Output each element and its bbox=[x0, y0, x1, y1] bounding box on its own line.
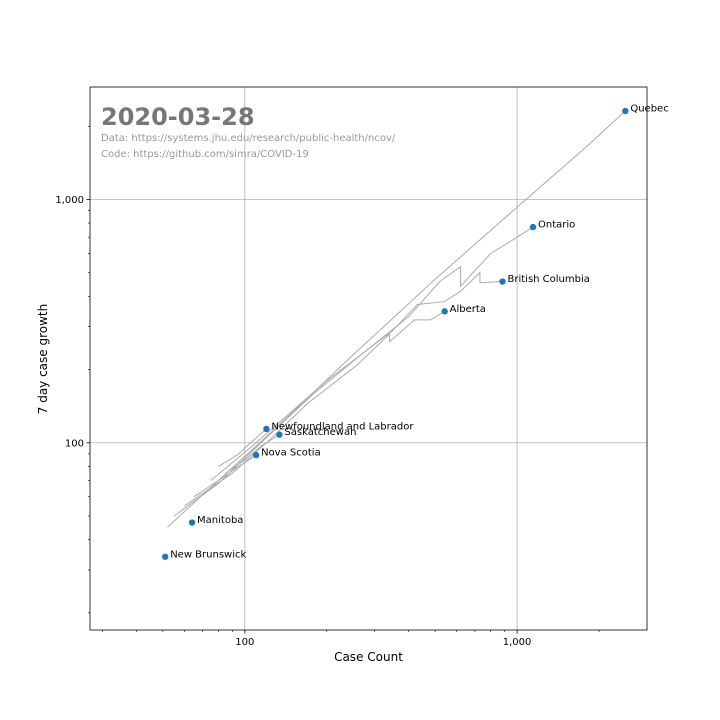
trail-line bbox=[173, 226, 534, 517]
data-source-note: Data: https://systems.jhu.edu/research/p… bbox=[101, 133, 396, 144]
trail-line bbox=[210, 271, 503, 481]
data-point bbox=[529, 223, 537, 231]
y-tick-label: 100 bbox=[65, 438, 84, 449]
grid bbox=[90, 87, 647, 630]
point-label: Saskatchewan bbox=[284, 427, 356, 438]
point-label: British Columbia bbox=[508, 274, 590, 285]
data-point bbox=[252, 451, 260, 459]
code-source-note: Code: https://github.com/simra/COVID-19 bbox=[101, 149, 309, 160]
plot-frame bbox=[89, 86, 648, 631]
trail-line bbox=[218, 428, 267, 467]
data-point bbox=[276, 431, 283, 438]
point-label: Ontario bbox=[538, 220, 575, 231]
x-tick-label: 1,000 bbox=[503, 637, 532, 648]
point-label: Manitoba bbox=[197, 515, 243, 526]
x-axis-label: Case Count bbox=[334, 650, 403, 664]
point-label: Quebec bbox=[630, 104, 668, 115]
trail-lines bbox=[167, 110, 626, 528]
y-axis-label: 7 day case growth bbox=[36, 304, 50, 415]
data-point bbox=[263, 425, 270, 433]
data-point bbox=[441, 308, 448, 315]
trail-line bbox=[225, 434, 280, 474]
point-label: Nova Scotia bbox=[261, 448, 321, 459]
trail-line bbox=[193, 454, 257, 498]
point-label: Alberta bbox=[450, 304, 486, 315]
chart-title: 2020-03-28 bbox=[101, 103, 255, 131]
data-point bbox=[499, 278, 506, 285]
data-point bbox=[622, 107, 629, 115]
y-tick-label: 1,000 bbox=[55, 195, 84, 206]
data-point bbox=[188, 519, 196, 526]
trail-line bbox=[184, 310, 445, 507]
point-labels: Quebec Ontario British Columbia Alberta Newf… bbox=[170, 104, 669, 561]
axis-ticks: 100 1,000 100 1,000 bbox=[55, 125, 600, 648]
data-points bbox=[162, 107, 629, 560]
point-label: New Brunswick bbox=[170, 549, 246, 560]
x-tick-label: 100 bbox=[235, 637, 254, 648]
data-point bbox=[162, 553, 169, 560]
point-label: Newfoundland and Labrador bbox=[271, 421, 414, 432]
